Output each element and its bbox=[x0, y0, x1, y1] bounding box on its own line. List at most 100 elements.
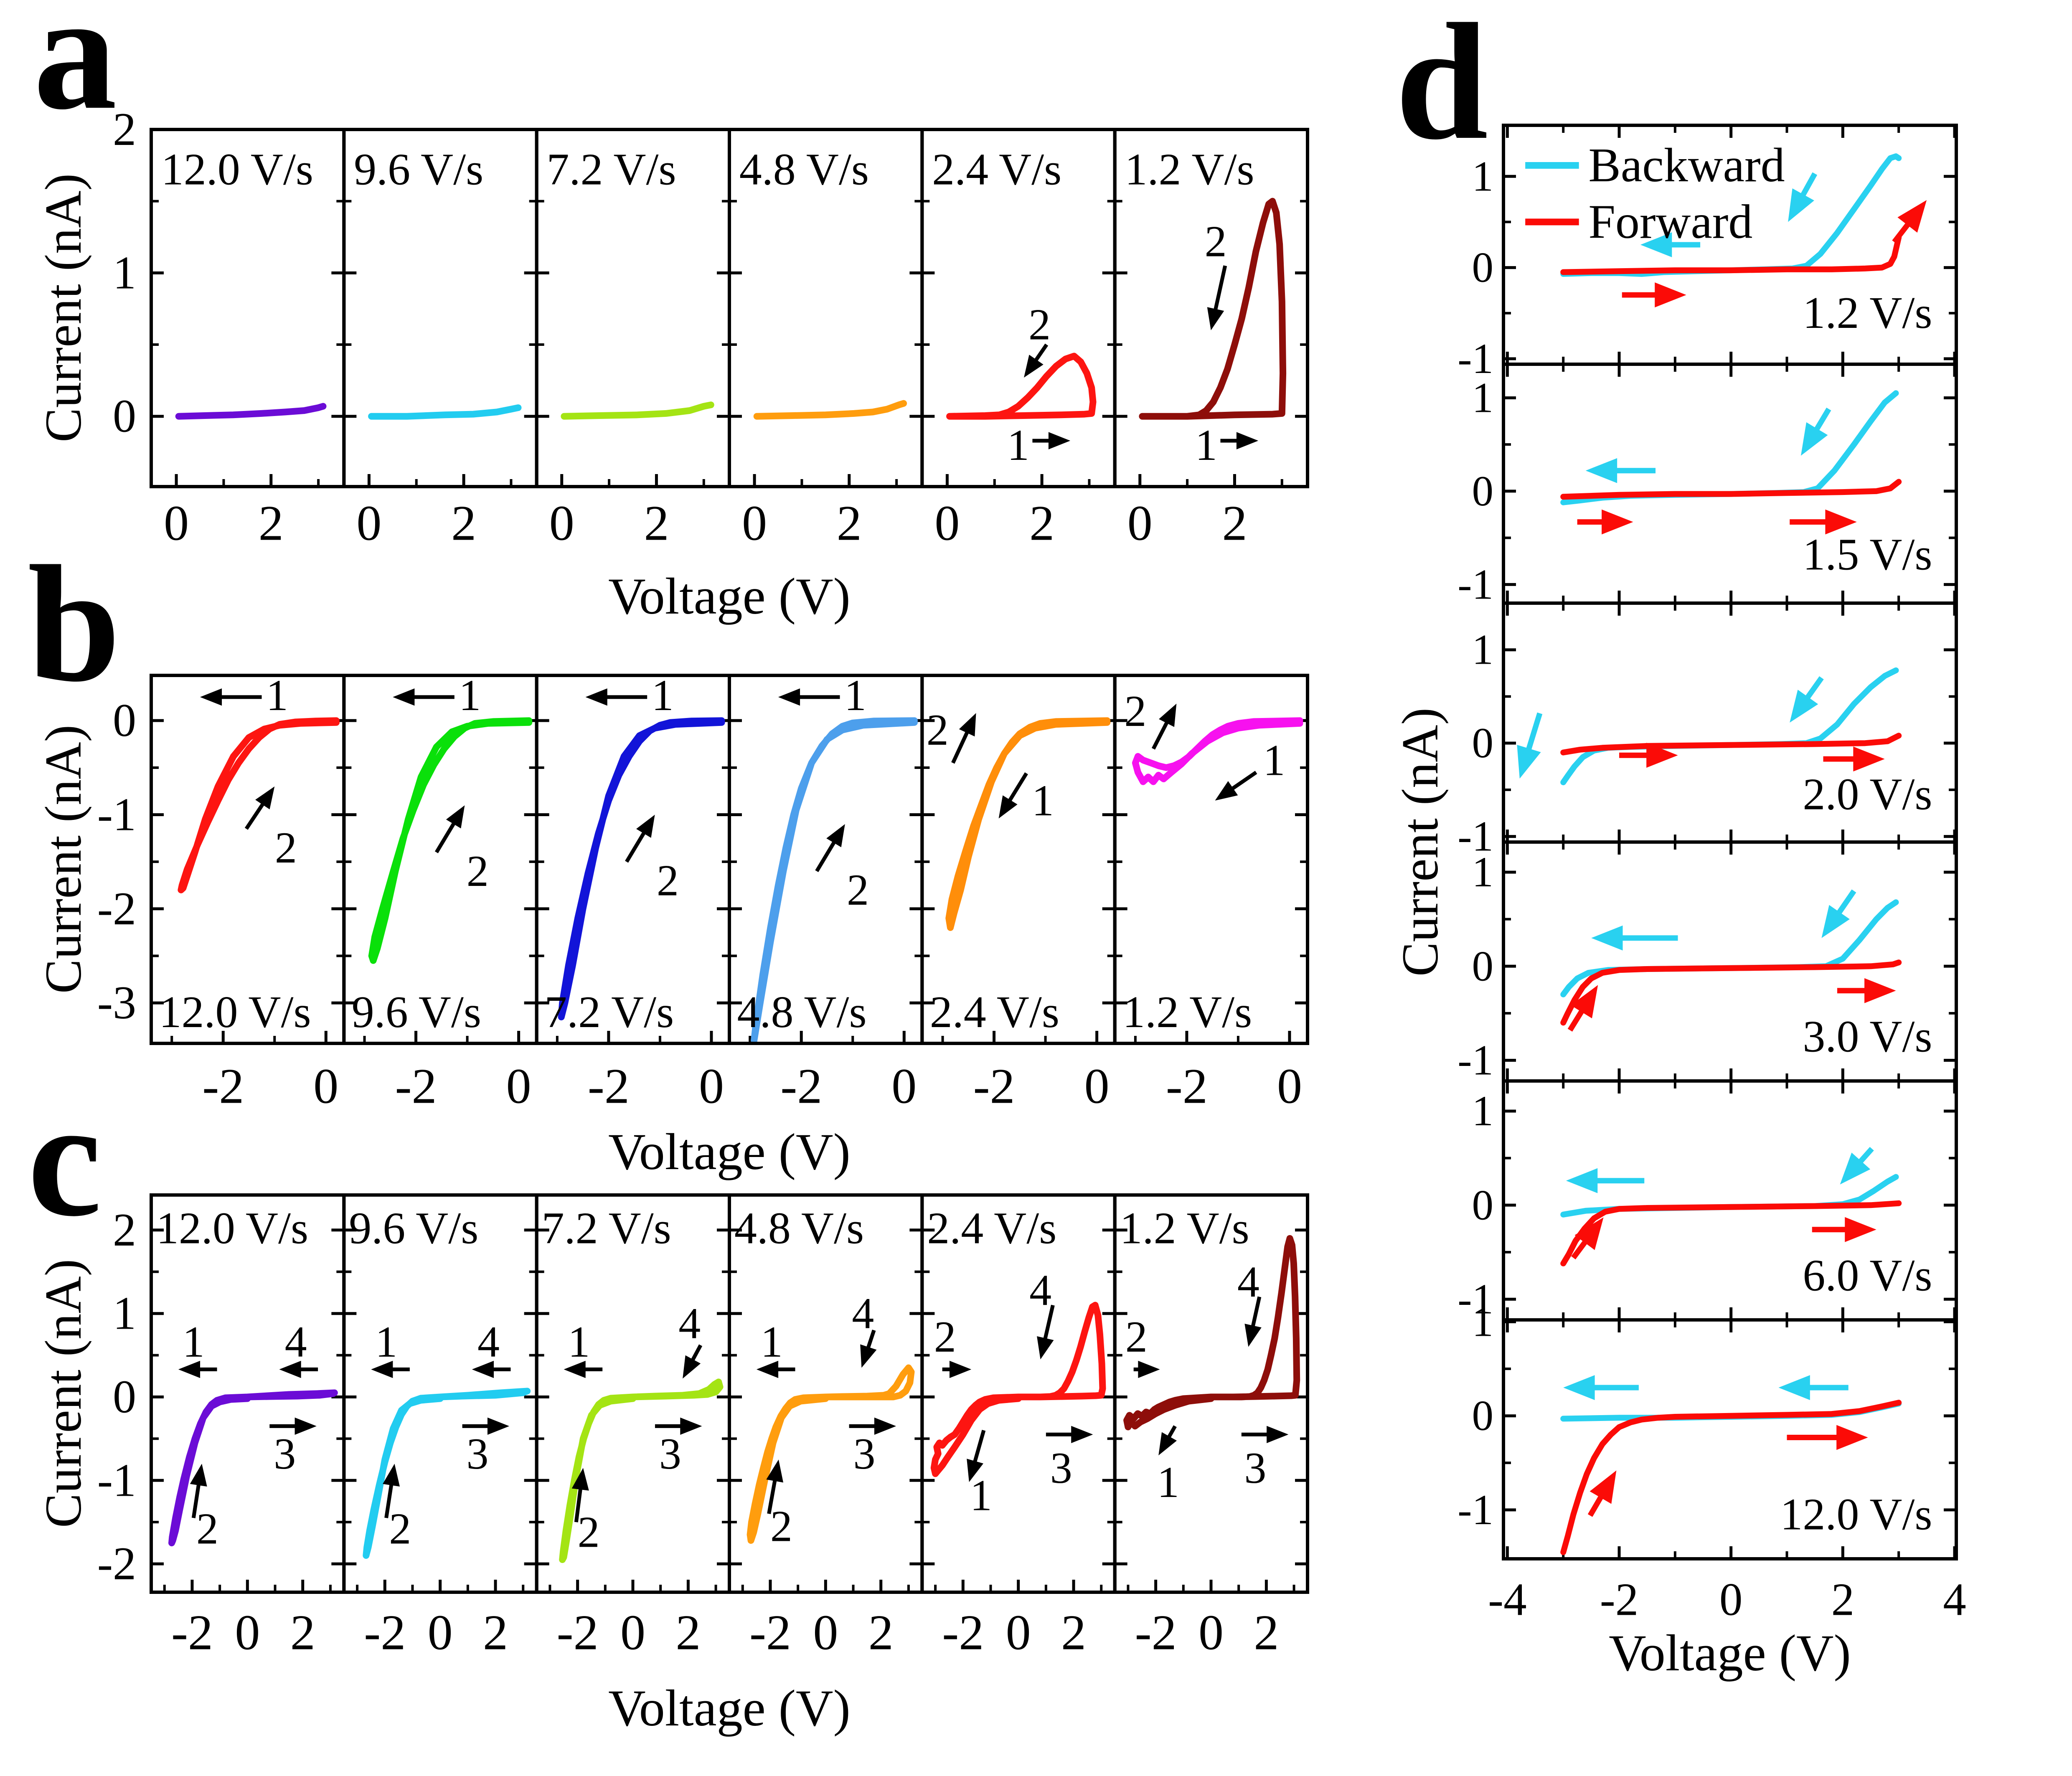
x-tick-label: 2 bbox=[644, 495, 669, 551]
sweep-arrow-icon-head bbox=[279, 1360, 301, 1378]
sweep-number: 3 bbox=[1244, 1444, 1266, 1492]
panel-d-letter: d bbox=[1395, 0, 1488, 174]
x-tick-label: -2 bbox=[780, 1058, 822, 1114]
subpanel-d-1: 1 0 -1 1.5 V/s bbox=[1458, 363, 1958, 608]
x-tick-label: -2 bbox=[171, 1605, 213, 1660]
scan-rate-label: 1.5 V/s bbox=[1803, 530, 1932, 579]
sweep-number: 4 bbox=[852, 1289, 874, 1338]
x-tick-label: 2 bbox=[451, 495, 476, 551]
x-tick-label: 0 bbox=[1127, 495, 1153, 551]
sweep-arrow-icon bbox=[866, 1329, 876, 1350]
y-tick-label: 1 bbox=[113, 247, 136, 299]
sweep-number: 1 bbox=[266, 671, 288, 720]
x-tick-label: 2 bbox=[1831, 1574, 1855, 1626]
y-tick-label: 0 bbox=[1472, 244, 1494, 292]
scan-rate-label: 2.4 V/s bbox=[927, 1203, 1056, 1253]
x-tick-label: -2 bbox=[942, 1605, 984, 1660]
scan-rate-label: 2.0 V/s bbox=[1803, 770, 1932, 819]
panel-a-y-axis-label: Current (nA) bbox=[35, 173, 92, 442]
panel-b-x-axis-label: Voltage (V) bbox=[608, 1123, 851, 1180]
sweep-arrow-icon-head bbox=[1215, 781, 1238, 801]
panel-b-y-axis-label: Current (nA) bbox=[35, 725, 92, 994]
sweep-arrow-icon-head bbox=[1590, 1470, 1617, 1504]
sweep-arrow-icon bbox=[1892, 222, 1911, 244]
y-tick-label: -1 bbox=[1458, 335, 1493, 383]
x-tick-label: 0 bbox=[235, 1605, 260, 1660]
scan-rate-label: 12.0 V/s bbox=[159, 987, 311, 1037]
y-tick-label: 0 bbox=[1472, 942, 1494, 990]
x-tick-label: -2 bbox=[557, 1605, 599, 1660]
sweep-arrow-icon-head bbox=[1845, 1217, 1876, 1242]
sweep-arrow-icon-head bbox=[683, 1355, 701, 1379]
sweep-number: 2 bbox=[770, 1502, 792, 1551]
sweep-arrow-icon-head bbox=[1517, 745, 1541, 779]
scan-rate-label: 1.2 V/s bbox=[1120, 1203, 1249, 1253]
sweep-arrow-icon-head bbox=[1236, 432, 1259, 449]
x-tick-label: 0 bbox=[549, 495, 574, 551]
x-tick-label: 0 bbox=[1719, 1574, 1743, 1626]
sweep-number: 1 bbox=[183, 1317, 205, 1366]
sweep-arrow-icon-head bbox=[1646, 743, 1678, 768]
y-tick-label: 1 bbox=[1472, 1087, 1494, 1135]
sweep-number: 2 bbox=[275, 823, 297, 872]
x-tick-label: 2 bbox=[1061, 1605, 1086, 1660]
subpanel-border bbox=[1113, 128, 1310, 488]
x-tick-label: -2 bbox=[364, 1605, 406, 1660]
panel-c-x-axis-label: Voltage (V) bbox=[608, 1680, 851, 1737]
scan-rate-label: 2.4 V/s bbox=[932, 145, 1061, 195]
y-tick-label: 1 bbox=[1472, 374, 1494, 421]
sweep-number: 1 bbox=[459, 671, 481, 720]
sweep-arrow-icon bbox=[815, 840, 836, 872]
curve bbox=[175, 403, 327, 420]
scan-rate-label: 9.6 V/s bbox=[352, 987, 481, 1037]
sweep-number: 4 bbox=[477, 1317, 500, 1366]
y-tick-label: -1 bbox=[1458, 1486, 1493, 1534]
subpanel-a-1: 0 2 9.6 V/s bbox=[342, 128, 538, 551]
x-tick-label: 2 bbox=[675, 1605, 701, 1660]
curve bbox=[1560, 234, 1902, 275]
curve bbox=[1560, 1400, 1902, 1555]
y-tick-label: -2 bbox=[97, 1538, 136, 1590]
curve bbox=[561, 401, 714, 420]
y-tick-label: -1 bbox=[1458, 1036, 1493, 1084]
sweep-number: 4 bbox=[1237, 1257, 1259, 1306]
sweep-number: 2 bbox=[847, 865, 869, 914]
sweep-arrow-icon bbox=[1043, 1304, 1055, 1340]
sweep-arrow-icon bbox=[1251, 1296, 1262, 1328]
x-tick-label: 0 bbox=[699, 1058, 724, 1114]
x-tick-label: 0 bbox=[813, 1605, 838, 1660]
x-tick-label: -2 bbox=[749, 1605, 791, 1660]
y-tick-label: -1 bbox=[1458, 813, 1493, 860]
x-tick-label: 0 bbox=[313, 1058, 338, 1114]
x-tick-label: 2 bbox=[290, 1605, 315, 1660]
curve bbox=[945, 717, 1111, 931]
sweep-arrow-icon bbox=[1858, 1147, 1874, 1164]
scan-rate-label: 4.8 V/s bbox=[737, 987, 866, 1037]
sweep-arrow-icon-head bbox=[1853, 746, 1885, 772]
y-tick-label: 0 bbox=[1472, 719, 1494, 767]
x-tick-label: 2 bbox=[1254, 1605, 1279, 1660]
sweep-number: 3 bbox=[274, 1429, 296, 1478]
sweep-number: 2 bbox=[1124, 687, 1146, 736]
sweep-arrow-icon-head bbox=[472, 1360, 494, 1378]
scan-rate-label: 7.2 V/s bbox=[546, 145, 676, 195]
scan-rate-label: 9.6 V/s bbox=[349, 1203, 478, 1253]
y-tick-label: -1 bbox=[1458, 561, 1493, 608]
subpanel-b-5: -2 0 2 1 1.2 V/s bbox=[1113, 674, 1310, 1114]
x-tick-label: 0 bbox=[506, 1058, 531, 1114]
sweep-number: 1 bbox=[1007, 421, 1029, 469]
sweep-arrow-icon-head bbox=[1048, 432, 1071, 449]
x-tick-label: 0 bbox=[164, 495, 189, 551]
sweep-arrow-icon-head bbox=[1640, 232, 1672, 257]
curve bbox=[1560, 733, 1902, 756]
curve bbox=[558, 717, 725, 1020]
sweep-arrow-icon bbox=[1805, 676, 1824, 700]
sweep-arrow-icon-head bbox=[1836, 1425, 1868, 1450]
sweep-arrow-icon bbox=[691, 1344, 703, 1362]
y-tick-label: 0 bbox=[113, 391, 136, 442]
